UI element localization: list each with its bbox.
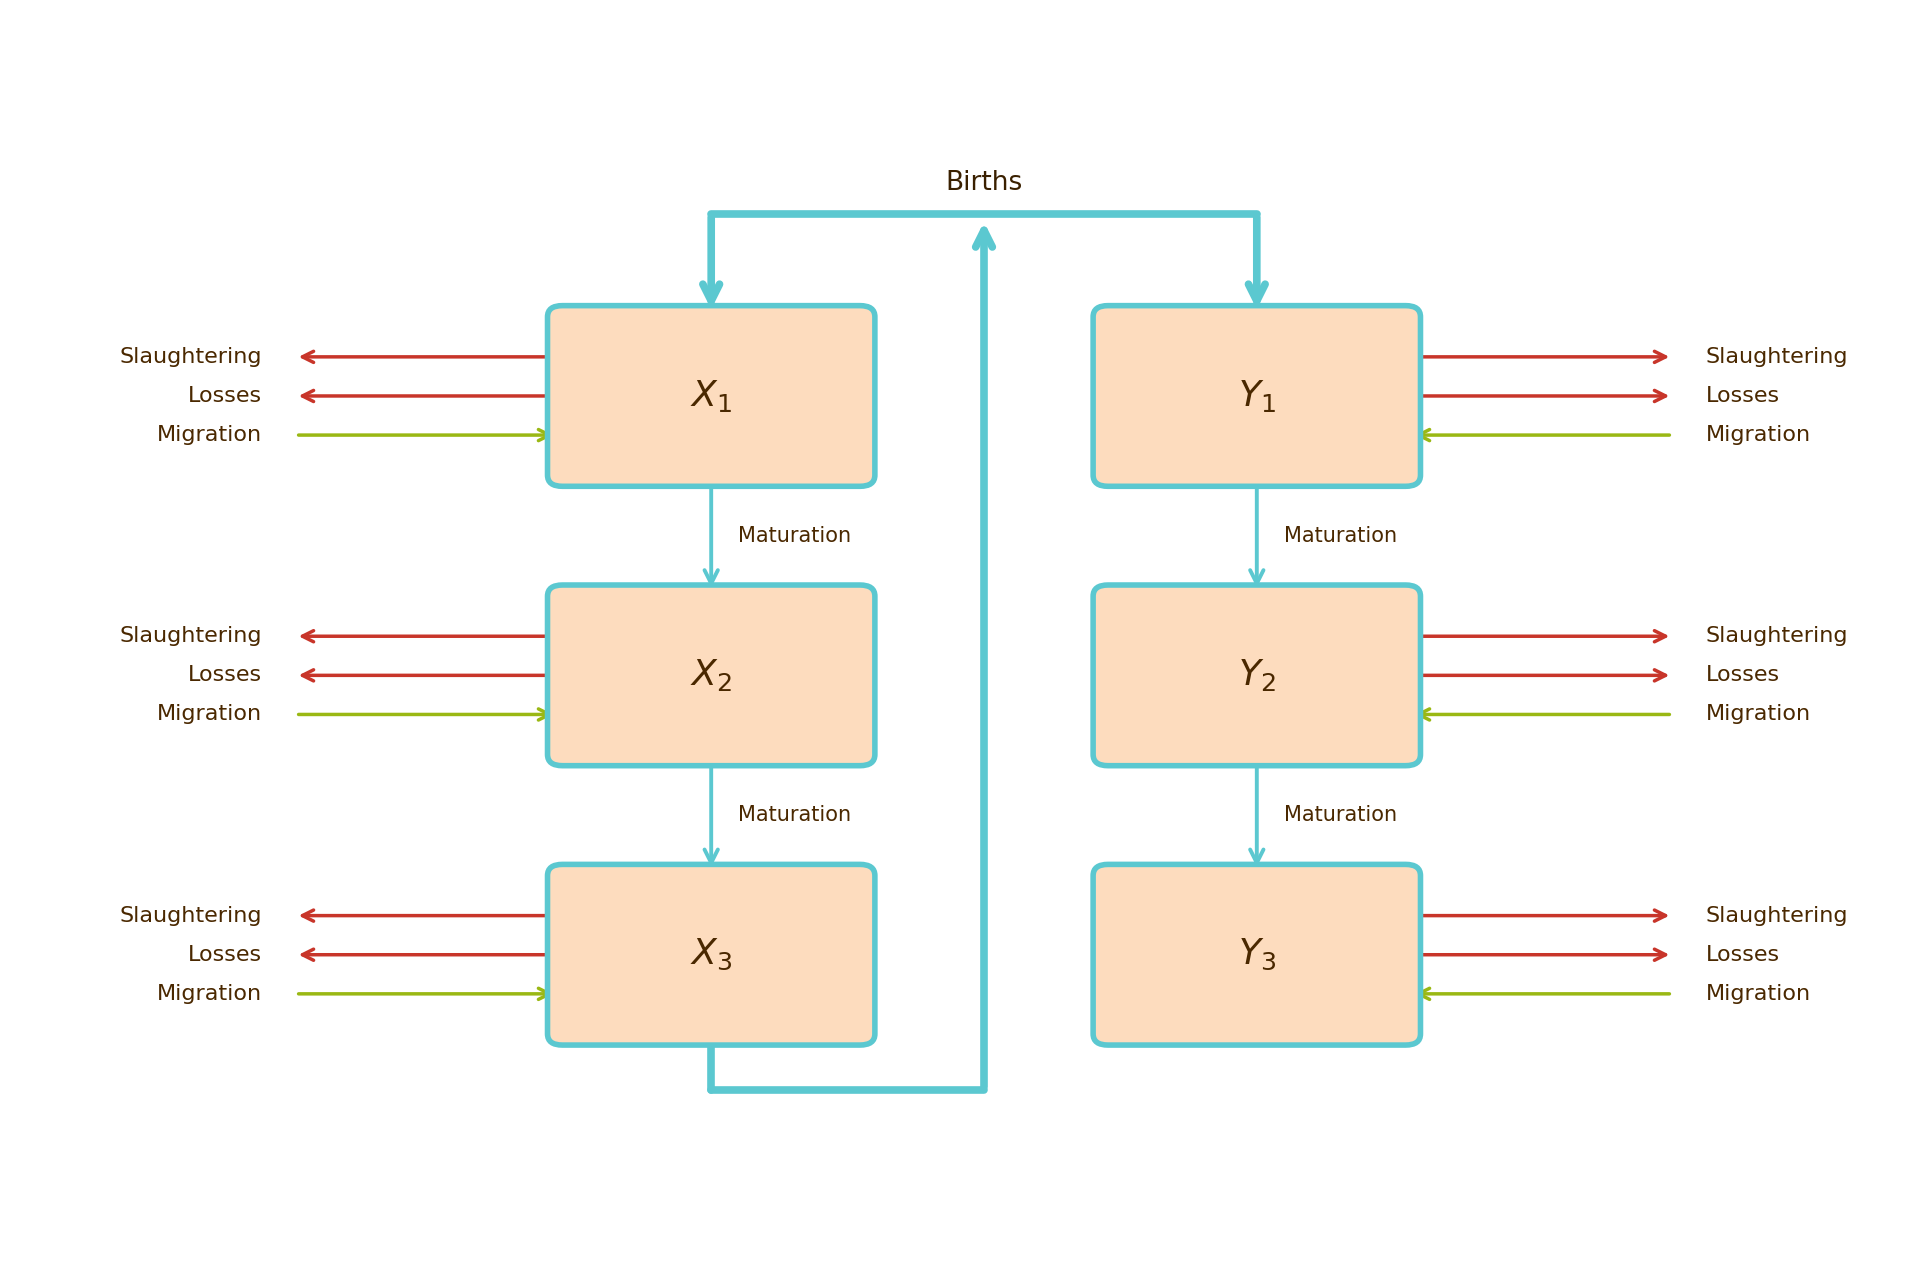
Text: Migration: Migration [1705, 426, 1811, 445]
Text: Maturation: Maturation [739, 526, 852, 546]
Text: Maturation: Maturation [1284, 526, 1398, 546]
Text: Migration: Migration [1705, 983, 1811, 1004]
Text: Migration: Migration [1705, 705, 1811, 724]
Text: Births: Births [945, 169, 1023, 196]
Text: Slaughtering: Slaughtering [119, 347, 263, 367]
Text: Migration: Migration [157, 426, 263, 445]
Text: Losses: Losses [1705, 386, 1780, 406]
FancyBboxPatch shape [1092, 305, 1421, 486]
Text: Slaughtering: Slaughtering [119, 905, 263, 926]
Text: Losses: Losses [188, 665, 263, 686]
Text: Losses: Losses [1705, 665, 1780, 686]
Text: Losses: Losses [188, 945, 263, 965]
Text: Maturation: Maturation [1284, 805, 1398, 826]
Text: Losses: Losses [1705, 945, 1780, 965]
Text: Migration: Migration [157, 983, 263, 1004]
FancyBboxPatch shape [547, 864, 876, 1045]
Text: Maturation: Maturation [739, 805, 852, 826]
Text: $Y_{1}$: $Y_{1}$ [1238, 378, 1275, 414]
Text: Losses: Losses [188, 386, 263, 406]
Text: $Y_{2}$: $Y_{2}$ [1238, 658, 1275, 694]
Text: Slaughtering: Slaughtering [1705, 626, 1849, 646]
Text: Slaughtering: Slaughtering [1705, 905, 1849, 926]
Text: $X_{1}$: $X_{1}$ [689, 378, 732, 414]
Text: $X_{3}$: $X_{3}$ [689, 937, 732, 972]
Text: Slaughtering: Slaughtering [1705, 347, 1849, 367]
FancyBboxPatch shape [547, 305, 876, 486]
Text: $X_{2}$: $X_{2}$ [691, 658, 732, 694]
Text: Slaughtering: Slaughtering [119, 626, 263, 646]
FancyBboxPatch shape [1092, 585, 1421, 765]
FancyBboxPatch shape [1092, 864, 1421, 1045]
Text: Migration: Migration [157, 705, 263, 724]
FancyBboxPatch shape [547, 585, 876, 765]
Text: $Y_{3}$: $Y_{3}$ [1238, 937, 1275, 972]
